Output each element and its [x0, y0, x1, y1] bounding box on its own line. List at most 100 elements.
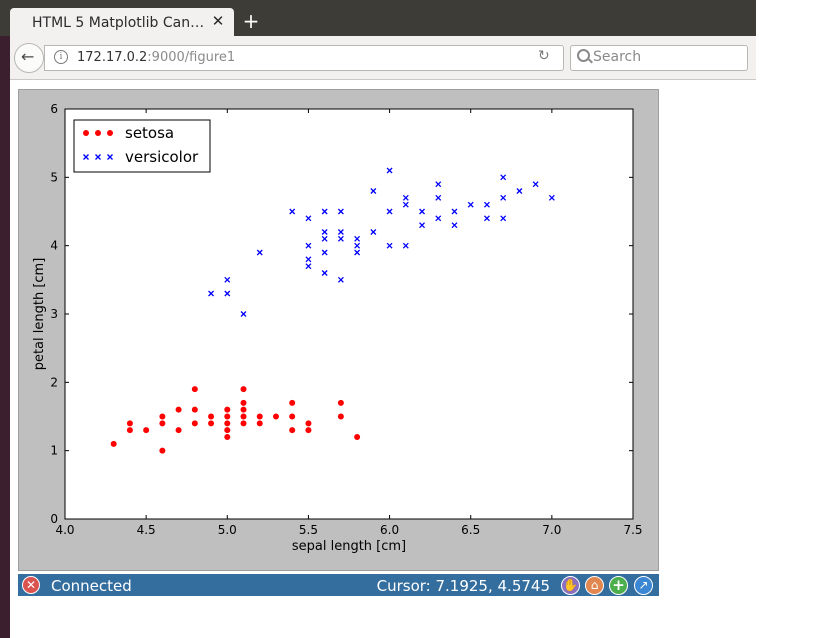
x-tick-label: 4.0 [55, 523, 74, 537]
y-tick-label: 3 [50, 307, 58, 321]
y-tick-label: 2 [50, 375, 58, 389]
browser-tab[interactable]: HTML 5 Matplotlib Can… ✕ [10, 8, 234, 38]
data-point-setosa [224, 406, 231, 413]
data-point-setosa [240, 399, 247, 406]
url-bar[interactable]: i 172.17.0.2:9000/figure1 ↻ [44, 45, 564, 71]
legend-marker-versicolor [107, 154, 113, 160]
legend-marker-setosa [83, 130, 89, 136]
data-point-versicolor [321, 208, 328, 215]
zoom-icon[interactable]: + [609, 576, 628, 595]
data-point-versicolor [435, 181, 442, 188]
data-point-versicolor [337, 276, 344, 283]
data-point-versicolor-stroke [435, 194, 442, 201]
data-point-versicolor-stroke [419, 222, 425, 229]
data-point-setosa [224, 420, 231, 427]
data-point-versicolor [516, 188, 523, 194]
data-point-versicolor [337, 235, 344, 242]
data-point-versicolor [386, 167, 393, 174]
data-point-versicolor-stroke [321, 235, 328, 242]
data-point-setosa [159, 420, 166, 427]
data-point-versicolor [483, 201, 490, 208]
data-point-versicolor-stroke [321, 208, 328, 215]
legend-marker-versicolor [83, 154, 89, 160]
data-point-setosa [175, 406, 182, 413]
data-point-setosa [126, 427, 133, 434]
data-point-versicolor [386, 242, 393, 249]
search-input[interactable] [593, 48, 741, 66]
data-point-versicolor [386, 208, 393, 215]
legend: setosa versicolor [73, 119, 211, 173]
data-point-versicolor-stroke [224, 290, 231, 297]
data-point-versicolor-stroke [305, 263, 312, 270]
data-point-versicolor-stroke [337, 235, 344, 242]
data-point-versicolor [500, 174, 507, 181]
data-point-versicolor [224, 290, 231, 297]
y-tick-label: 1 [50, 444, 58, 458]
figure-canvas[interactable]: 4.0 4.5 5.0 5.5 6.0 6.5 7.0 7.5 0 1 2 3 4 5 6 sepal le… [18, 89, 659, 571]
data-point-setosa [337, 413, 344, 420]
data-point-setosa [240, 386, 247, 393]
data-point-versicolor [321, 249, 328, 256]
legend-marker-versicolor-stroke [95, 154, 101, 160]
home-icon[interactable]: ⌂ [585, 576, 604, 595]
data-point-versicolor [402, 194, 409, 201]
data-point-setosa [208, 420, 215, 427]
data-point-versicolor [305, 242, 312, 249]
back-arrow-icon: ← [21, 47, 35, 66]
back-button[interactable]: ← [14, 43, 44, 73]
data-point-setosa [191, 406, 198, 413]
data-point-versicolor-stroke [467, 201, 474, 208]
x-tick-label: 5.0 [218, 523, 237, 537]
data-point-versicolor [419, 222, 425, 229]
data-point-versicolor-stroke [305, 256, 312, 263]
data-point-versicolor-stroke [402, 201, 409, 208]
data-point-setosa [240, 413, 247, 420]
legend-label-versicolor: versicolor [125, 148, 199, 166]
legend-marker-versicolor-stroke [83, 154, 89, 160]
data-point-versicolor [402, 242, 409, 249]
data-point-versicolor-stroke [321, 270, 328, 276]
pan-icon[interactable]: ✋ [561, 576, 580, 595]
data-point-versicolor-stroke [337, 229, 344, 235]
legend-marker-setosa [95, 130, 101, 136]
data-point-versicolor [354, 235, 361, 242]
search-icon [577, 49, 590, 62]
url-text: 172.17.0.2:9000/figure1 [77, 50, 235, 65]
info-icon[interactable]: i [54, 50, 68, 64]
x-tick-label: 6.0 [380, 523, 399, 537]
data-point-versicolor [224, 276, 231, 283]
data-point-versicolor [500, 215, 507, 222]
legend-marker-versicolor-stroke [107, 154, 113, 160]
search-bar[interactable] [570, 45, 748, 71]
data-point-versicolor-stroke [435, 181, 442, 188]
reload-icon[interactable]: ↻ [538, 48, 550, 64]
data-point-versicolor-stroke [354, 235, 361, 242]
data-point-versicolor-stroke [305, 215, 312, 222]
data-point-setosa [208, 413, 215, 420]
tab-close-icon[interactable]: ✕ [211, 12, 225, 30]
data-point-setosa [256, 420, 263, 427]
data-point-versicolor [354, 242, 361, 249]
data-point-versicolor-stroke [354, 249, 361, 256]
data-point-setosa [143, 427, 150, 434]
data-point-versicolor-stroke [548, 194, 555, 201]
download-icon[interactable]: ↗ [634, 576, 653, 595]
data-point-setosa [224, 427, 231, 434]
data-point-versicolor [500, 194, 507, 201]
data-point-setosa [289, 399, 296, 406]
new-tab-button[interactable]: + [242, 9, 260, 33]
data-point-setosa [305, 420, 312, 427]
data-point-versicolor-stroke [224, 276, 231, 283]
data-point-setosa [289, 413, 296, 420]
scatter-plot[interactable]: 4.0 4.5 5.0 5.5 6.0 6.5 7.0 7.5 0 1 2 3 4 5 6 sepal le… [19, 90, 660, 572]
data-point-versicolor [483, 215, 490, 222]
data-point-versicolor [354, 249, 361, 256]
data-point-versicolor-stroke [483, 201, 490, 208]
close-icon[interactable]: ✕ [22, 576, 40, 594]
legend-box [73, 119, 211, 173]
data-point-versicolor [305, 263, 312, 270]
url-path: :9000/figure1 [147, 50, 236, 65]
data-point-versicolor-stroke [386, 167, 393, 174]
data-point-versicolor-stroke [337, 208, 344, 215]
data-point-setosa [191, 386, 198, 393]
